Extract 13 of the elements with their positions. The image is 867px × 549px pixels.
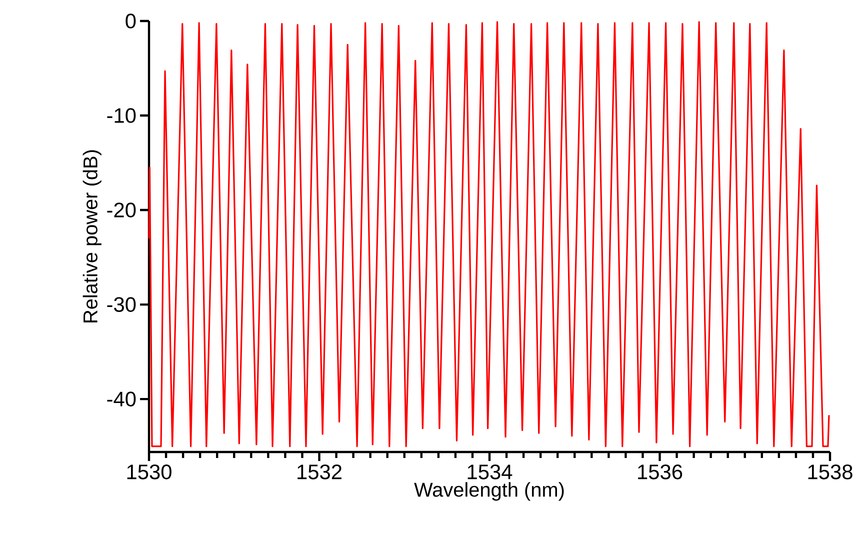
line-series: [148, 21, 830, 448]
x-tick-label: 1538: [808, 464, 852, 480]
y-tick-label: -40: [107, 392, 136, 406]
y-tick-label: -20: [107, 202, 136, 218]
x-tick-label: 1530: [127, 464, 172, 480]
y-tick-label: -30: [107, 297, 136, 312]
x-axis-title: Wavelength (nm): [414, 482, 564, 501]
x-tick-label: 1534: [468, 464, 512, 480]
x-tick-label: 1532: [298, 464, 342, 480]
y-tick-label: 0: [126, 14, 136, 28]
x-tick-label: 1536: [638, 464, 682, 480]
y-axis-title: Relative power (dB): [82, 150, 102, 322]
y-tick-label: -10: [107, 108, 136, 123]
